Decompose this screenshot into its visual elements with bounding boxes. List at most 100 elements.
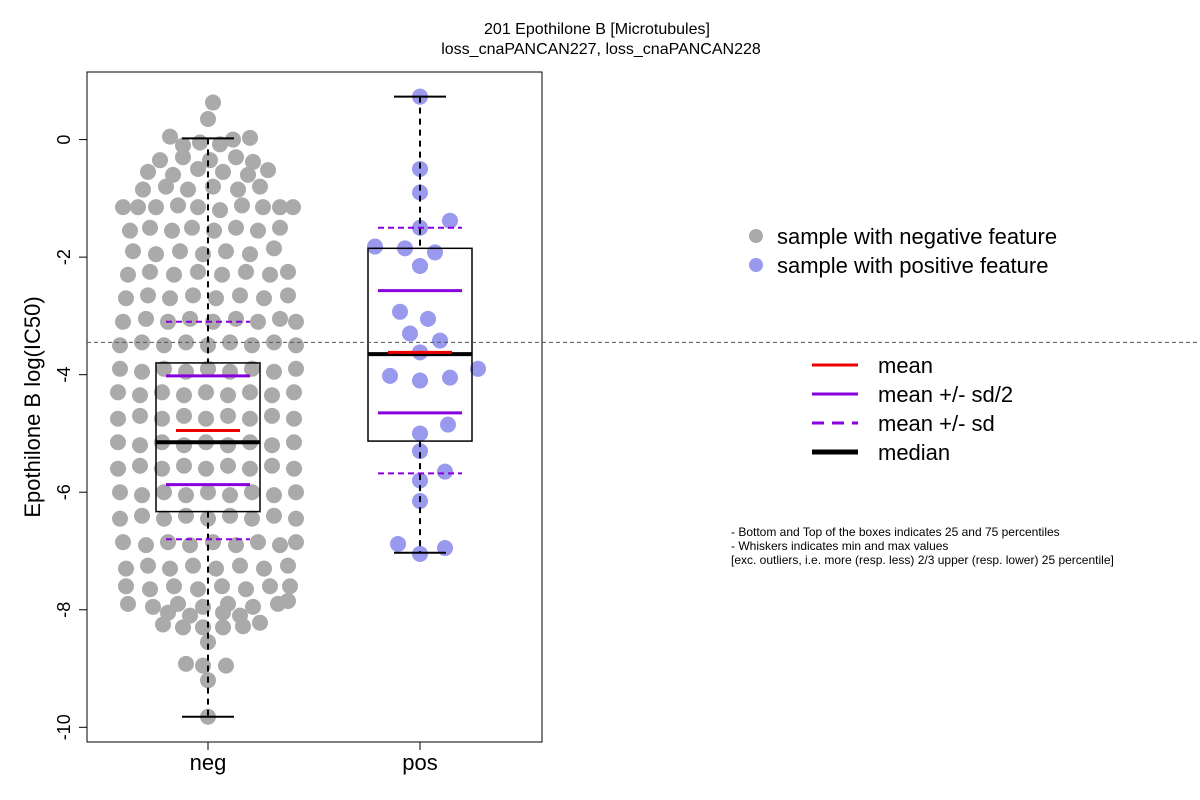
data-point-neg: [244, 360, 260, 377]
data-point-neg: [115, 534, 131, 551]
data-point-neg: [200, 634, 216, 651]
data-point-neg: [272, 219, 288, 236]
data-point-neg: [266, 240, 282, 257]
data-point-neg: [162, 290, 178, 307]
data-point-neg: [266, 507, 282, 524]
data-point-neg: [172, 243, 188, 260]
plot-area: 0 -2 -4 -6 -8 -10 neg pos: [54, 71, 1200, 775]
data-point-neg: [288, 510, 304, 527]
legend-point-label: sample with negative feature: [777, 224, 1057, 249]
data-point-pos: [412, 160, 428, 177]
data-point-neg: [170, 197, 186, 214]
data-point-neg: [242, 460, 258, 477]
data-point-neg: [244, 337, 260, 354]
y-tick-label: -2: [54, 249, 74, 265]
data-point-neg: [288, 360, 304, 377]
data-point-neg: [242, 410, 258, 427]
data-point-neg: [220, 387, 236, 404]
data-point-neg: [154, 384, 170, 401]
data-point-neg: [112, 484, 128, 501]
data-point-neg: [176, 437, 192, 454]
data-point-neg: [286, 460, 302, 477]
data-point-neg: [154, 410, 170, 427]
legend-point-swatch: [749, 258, 763, 272]
x-tick-label: neg: [190, 750, 227, 775]
data-point-neg: [266, 334, 282, 351]
data-point-neg: [190, 160, 206, 177]
legend-line-label: mean +/- sd/2: [878, 382, 1013, 407]
data-point-neg: [176, 387, 192, 404]
data-point-neg: [250, 222, 266, 239]
data-point-neg: [228, 219, 244, 236]
data-point-neg: [205, 94, 221, 111]
data-point-pos: [470, 360, 486, 377]
data-point-neg: [235, 618, 251, 635]
y-tick-label: 0: [54, 135, 74, 145]
data-point-neg: [132, 437, 148, 454]
data-point-neg: [244, 510, 260, 527]
data-point-neg: [184, 219, 200, 236]
y-axis-label: Epothilone B log(IC50): [20, 296, 45, 517]
data-point-neg: [280, 557, 296, 574]
data-point-neg: [185, 557, 201, 574]
data-point-neg: [110, 384, 126, 401]
data-point-neg: [140, 287, 156, 304]
box-pos: [367, 247, 473, 442]
data-point-neg: [148, 199, 164, 216]
data-point-neg: [230, 181, 246, 198]
data-point-neg: [244, 484, 260, 501]
data-point-neg: [156, 360, 172, 377]
data-point-pos: [412, 257, 428, 274]
data-point-neg: [252, 614, 268, 631]
note-line: - Whiskers indicates min and max values: [731, 539, 948, 553]
data-point-neg: [242, 246, 258, 263]
legend-point-swatch: [749, 229, 763, 243]
data-point-neg: [182, 310, 198, 327]
data-point-neg: [190, 199, 206, 216]
data-point-neg: [280, 263, 296, 280]
data-point-neg: [242, 129, 258, 146]
data-point-neg: [200, 484, 216, 501]
data-point-neg: [162, 128, 178, 145]
data-point-neg: [200, 510, 216, 527]
y-tick-label: -4: [54, 367, 74, 383]
data-point-neg: [228, 310, 244, 327]
data-point-neg: [178, 507, 194, 524]
data-point-neg: [262, 578, 278, 595]
data-point-neg: [266, 487, 282, 504]
data-point-neg: [264, 457, 280, 474]
data-point-pos: [392, 303, 408, 320]
data-point-neg: [156, 337, 172, 354]
data-point-neg: [165, 166, 181, 183]
data-point-neg: [256, 290, 272, 307]
data-point-neg: [138, 537, 154, 554]
data-point-neg: [255, 199, 271, 216]
legend: sample with negative feature sample with …: [749, 224, 1057, 465]
data-point-neg: [218, 657, 234, 674]
data-point-neg: [152, 152, 168, 169]
data-point-neg: [238, 581, 254, 598]
chart-title-line2: loss_cnaPANCAN227, loss_cnaPANCAN228: [441, 41, 761, 58]
data-point-neg: [176, 407, 192, 424]
data-point-neg: [264, 437, 280, 454]
data-point-neg: [118, 560, 134, 577]
data-point-neg: [185, 287, 201, 304]
data-point-neg: [286, 434, 302, 451]
data-point-neg: [200, 360, 216, 377]
data-point-neg: [288, 484, 304, 501]
data-point-neg: [250, 313, 266, 330]
data-point-pos: [367, 238, 383, 255]
data-point-neg: [145, 598, 161, 615]
legend-point-label: sample with positive feature: [777, 253, 1048, 278]
data-point-neg: [215, 163, 231, 180]
data-point-neg: [178, 487, 194, 504]
data-point-neg: [264, 407, 280, 424]
legend-line-label: mean +/- sd: [878, 411, 995, 436]
data-point-neg: [214, 266, 230, 283]
data-point-pos: [402, 325, 418, 342]
data-point-neg: [158, 178, 174, 195]
y-tick-label: -8: [54, 602, 74, 618]
plot-frame: [86, 71, 543, 743]
data-point-neg: [234, 197, 250, 214]
